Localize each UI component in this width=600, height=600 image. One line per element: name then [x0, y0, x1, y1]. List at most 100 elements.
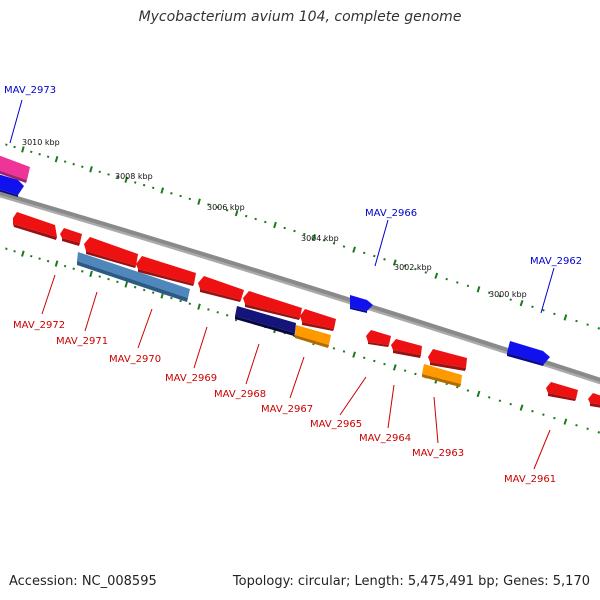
gene-mav-2968-red[interactable]: [243, 291, 302, 320]
gene-label-mav-2970[interactable]: MAV_2970: [109, 354, 161, 365]
gene-mav-2966[interactable]: [350, 295, 373, 313]
scale-tick: [424, 271, 428, 274]
leader-mav-2966: [374, 219, 389, 267]
scale-tick: [531, 305, 534, 309]
gene-label-mav-2971[interactable]: MAV_2971: [56, 336, 108, 347]
scale-tick: [332, 242, 336, 245]
scale-tick: [98, 170, 101, 174]
scale-tick: [487, 396, 491, 399]
scale-tick: [403, 369, 407, 372]
scale-tick: [383, 362, 386, 366]
scale-tick: [373, 359, 376, 363]
scale-tick: [234, 210, 239, 217]
scale-tick: [89, 270, 93, 278]
scale-tick: [509, 298, 512, 301]
gene-plus-blue-left[interactable]: [0, 174, 24, 197]
scale-tick: [575, 423, 578, 427]
gene-label-mav-2961[interactable]: MAV_2961: [504, 474, 556, 485]
tick-label-3006: 3006 kbp: [207, 203, 245, 212]
scale-tick: [107, 277, 110, 281]
accession-text: Accession: NC_008595: [9, 574, 157, 589]
scale-tick: [116, 175, 119, 179]
scale-tick: [151, 291, 155, 294]
gene-label-mav-2972[interactable]: MAV_2972: [13, 320, 65, 331]
scale-tick: [216, 206, 219, 209]
leader-mav-2969: [193, 326, 208, 369]
scale-tick: [207, 203, 210, 206]
gene-label-mav-2973[interactable]: MAV_2973: [4, 85, 56, 96]
scale-tick: [54, 156, 59, 163]
gene-label-mav-2962[interactable]: MAV_2962: [530, 256, 582, 267]
scale-tick: [46, 155, 50, 159]
scale-tick: [89, 166, 93, 173]
scale-tick: [216, 311, 219, 314]
scale-tick: [46, 259, 50, 263]
scale-tick: [403, 264, 407, 268]
scale-tick: [445, 277, 448, 281]
gene-label-mav-2967[interactable]: MAV_2967: [261, 404, 313, 415]
gene-label-mav-2963[interactable]: MAV_2963: [412, 448, 464, 459]
scale-tick: [188, 302, 192, 306]
gene-mav-2965[interactable]: [366, 330, 391, 347]
gene-mav-2963-red[interactable]: [428, 349, 467, 371]
tick-label-3010: 3010 kbp: [22, 138, 60, 147]
tick-label-3002: 3002 kbp: [394, 263, 432, 272]
scale-tick: [519, 404, 524, 411]
gene-label-mav-2965[interactable]: MAV_2965: [310, 419, 362, 430]
scale-tick: [414, 267, 417, 271]
scale-tick: [225, 313, 229, 317]
gene-mav-2973[interactable]: [0, 155, 30, 183]
gene-mav-2967-orange[interactable]: [295, 325, 331, 348]
leader-lines: [9, 99, 555, 470]
scale-tick: [303, 232, 306, 236]
scale-tick: [21, 250, 25, 257]
scale-tick: [466, 284, 470, 288]
gene-mav-2964[interactable]: [391, 339, 422, 358]
leader-mav-2970: [137, 308, 153, 349]
scale-tick: [264, 220, 267, 224]
scale-tick: [170, 296, 173, 300]
gene-label-mav-2964[interactable]: MAV_2964: [359, 433, 411, 444]
gene-mav-2971[interactable]: [84, 237, 138, 268]
scale-tick: [586, 427, 589, 431]
scale-tick: [179, 299, 182, 303]
scale-tick: [542, 413, 545, 416]
gene-label-mav-2966[interactable]: MAV_2966: [365, 208, 417, 219]
map-title: Mycobacterium avium 104, complete genome: [138, 9, 462, 25]
scale-tick: [244, 214, 248, 218]
scale-tick: [392, 259, 397, 266]
scale-tick: [254, 217, 257, 221]
scale-tick: [63, 160, 67, 163]
gene-mav-2968-navy[interactable]: [235, 306, 296, 336]
scale-tick: [133, 181, 137, 184]
gene-mav-2970-red[interactable]: [136, 256, 196, 286]
scale-tick: [392, 364, 397, 371]
scale-tick: [72, 162, 75, 166]
leader-mav-2962: [540, 267, 555, 314]
scale-tick: [487, 291, 491, 295]
gene-mav-2969[interactable]: [198, 276, 244, 302]
scale-tick: [342, 245, 346, 248]
scale-tick: [293, 334, 296, 338]
scale-tick: [30, 150, 33, 154]
gene-label-mav-2969[interactable]: MAV_2969: [165, 373, 217, 384]
gene-mav-2972[interactable]: [13, 212, 57, 240]
scale-tick: [456, 385, 459, 389]
scale-tick: [98, 275, 101, 278]
scale-tick: [597, 431, 600, 434]
leader-mav-2967: [289, 356, 305, 399]
scale-tick: [563, 418, 568, 425]
gene-minus-edge[interactable]: [588, 393, 600, 408]
gene-mav-2961[interactable]: [546, 382, 578, 401]
leader-mav-2971: [84, 291, 98, 332]
scale-tick: [312, 233, 316, 241]
gene-mav-2970-steel[interactable]: [77, 252, 190, 302]
gene-minus-small[interactable]: [60, 228, 82, 246]
gene-label-mav-2968[interactable]: MAV_2968: [214, 389, 266, 400]
scale-tick: [124, 176, 129, 183]
gene-mav-2963-orange[interactable]: [422, 364, 462, 387]
gene-mav-2967-red[interactable]: [300, 309, 336, 331]
scale-tick: [509, 402, 512, 406]
scale-tick: [81, 270, 84, 273]
gene-mav-2962[interactable]: [507, 341, 550, 366]
